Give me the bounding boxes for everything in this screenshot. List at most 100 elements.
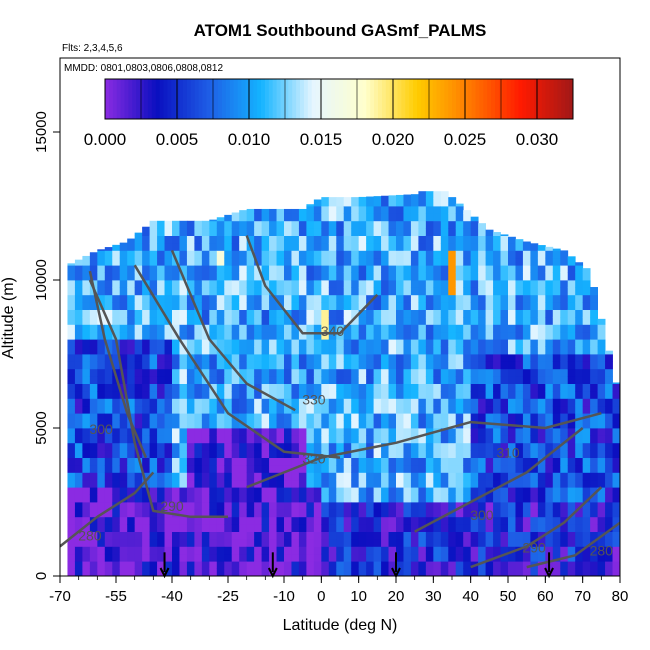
heatmap-cell	[552, 324, 561, 333]
heatmap-cell	[381, 435, 389, 444]
heatmap-cell	[67, 509, 76, 518]
heatmap-cell	[381, 465, 389, 473]
heatmap-cell	[388, 354, 397, 362]
heatmap-cell	[522, 524, 531, 532]
heatmap-cell	[530, 391, 539, 399]
heatmap-cell	[306, 213, 315, 222]
heatmap-cell	[463, 331, 472, 340]
heatmap-cell	[201, 272, 210, 281]
heatmap-cell	[284, 420, 292, 429]
heatmap-cell	[455, 457, 464, 466]
heatmap-cell	[321, 457, 330, 466]
heatmap-cell	[336, 428, 345, 436]
heatmap-cell	[216, 217, 225, 222]
heatmap-cell	[463, 213, 472, 222]
heatmap-cell	[157, 546, 165, 555]
heatmap-cell	[179, 502, 188, 510]
heatmap-cell	[410, 280, 419, 288]
heatmap-cell	[410, 479, 419, 488]
heatmap-cell	[485, 413, 494, 421]
heatmap-cell	[366, 479, 374, 488]
heatmap-cell	[321, 428, 330, 436]
heatmap-cell	[597, 516, 606, 525]
heatmap-cell	[306, 428, 315, 436]
heatmap-cell	[246, 553, 255, 562]
heatmap-cell	[231, 442, 240, 451]
heatmap-cell	[67, 383, 76, 392]
heatmap-cell	[313, 206, 322, 214]
heatmap-cell	[410, 420, 419, 429]
heatmap-cell	[485, 479, 494, 488]
heatmap-cell	[567, 368, 576, 377]
heatmap-cell	[127, 361, 136, 370]
heatmap-cell	[440, 354, 449, 362]
heatmap-cell	[560, 280, 569, 288]
heatmap-cell	[440, 494, 449, 503]
heatmap-cell	[74, 383, 83, 392]
heatmap-cell	[119, 420, 128, 429]
heatmap-cell	[276, 361, 285, 370]
heatmap-cell	[597, 405, 606, 414]
heatmap-cell	[366, 228, 374, 236]
heatmap-cell	[396, 331, 404, 340]
heatmap-cell	[172, 302, 180, 310]
heatmap-cell	[522, 317, 531, 325]
heatmap-cell	[470, 398, 479, 407]
heatmap-cell	[358, 257, 367, 266]
heatmap-cell	[284, 479, 292, 488]
heatmap-cell	[142, 450, 150, 458]
heatmap-cell	[470, 479, 479, 488]
heatmap-cell	[291, 457, 300, 466]
heatmap-cell	[104, 539, 113, 547]
heatmap-cell	[194, 479, 203, 488]
heatmap-cell	[515, 376, 524, 384]
heatmap-cell	[254, 302, 262, 310]
heatmap-cell	[313, 257, 322, 266]
heatmap-cell	[291, 243, 300, 251]
colorbar-swatch	[530, 79, 535, 119]
heatmap-cell	[134, 428, 143, 436]
heatmap-cell	[418, 287, 427, 296]
heatmap-cell	[261, 457, 270, 466]
heatmap-cell	[321, 413, 330, 421]
heatmap-cell	[552, 546, 561, 555]
heatmap-cell	[537, 383, 546, 392]
heatmap-cell	[485, 368, 494, 377]
heatmap-cell	[269, 220, 277, 229]
heatmap-cell	[612, 391, 620, 399]
heatmap-cell	[313, 213, 322, 222]
heatmap-cell	[552, 272, 561, 281]
heatmap-cell	[575, 405, 584, 414]
heatmap-cell	[433, 479, 442, 488]
heatmap-cell	[231, 383, 240, 392]
heatmap-cell	[82, 524, 91, 532]
heatmap-cell	[216, 413, 225, 421]
heatmap-cell	[567, 324, 576, 333]
heatmap-cell	[104, 487, 113, 495]
heatmap-cell	[425, 257, 434, 266]
heatmap-cell	[336, 479, 345, 488]
heatmap-cell	[440, 531, 449, 540]
heatmap-cell	[89, 309, 98, 318]
heatmap-cell	[224, 472, 233, 481]
heatmap-cell	[463, 509, 472, 518]
heatmap-cell	[463, 561, 472, 569]
heatmap-cell	[605, 561, 613, 569]
heatmap-cell	[67, 294, 76, 303]
heatmap-cell	[328, 220, 337, 229]
colorbar-swatch	[112, 79, 118, 119]
heatmap-cell	[351, 265, 360, 273]
heatmap-cell	[186, 546, 195, 555]
heatmap-cell	[478, 509, 486, 518]
heatmap-cell	[269, 294, 277, 303]
heatmap-cell	[239, 317, 248, 325]
heatmap-cell	[74, 272, 83, 281]
heatmap-cell	[74, 376, 83, 384]
heatmap-cell	[179, 487, 188, 495]
heatmap-cell	[455, 287, 464, 296]
heatmap-cell	[231, 524, 240, 532]
heatmap-cell	[537, 324, 546, 333]
heatmap-cell	[537, 398, 546, 407]
heatmap-cell	[425, 465, 434, 473]
heatmap-cell	[231, 272, 240, 281]
